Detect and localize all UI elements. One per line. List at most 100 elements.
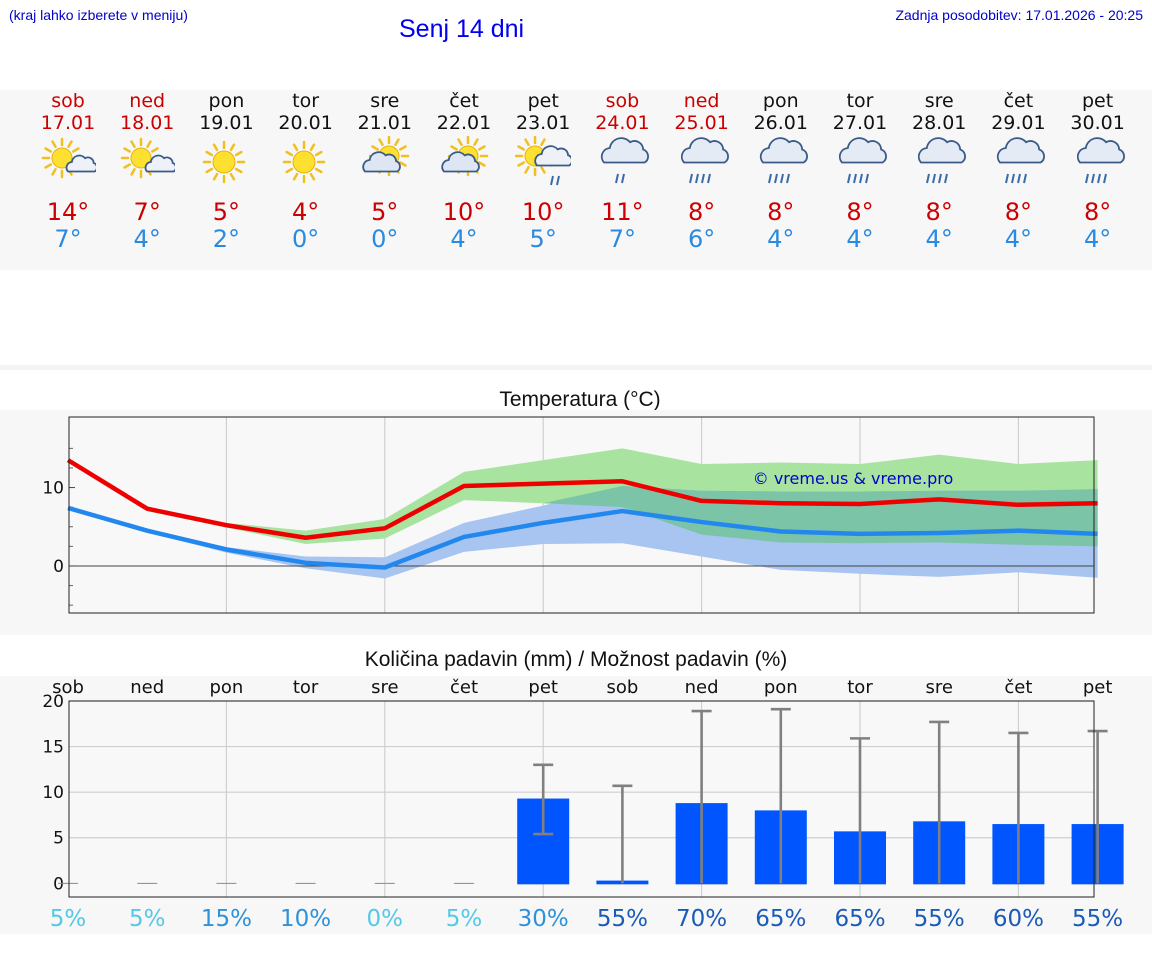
day-name: čet (1003, 90, 1034, 112)
x-day-label: tor (847, 677, 873, 698)
x-day-label: sob (606, 677, 638, 698)
cloud-heavy-rain-icon (680, 137, 729, 184)
y-tick-label: 10 (42, 783, 64, 803)
x-day-label: čet (450, 677, 478, 698)
precipitation-probability: 55% (1072, 906, 1123, 932)
min-temperature: 4° (450, 225, 478, 253)
y-tick-label: 0 (53, 557, 64, 577)
precipitation-probability: 5% (129, 906, 166, 932)
day-name: pon (762, 90, 799, 112)
day-date: 19.01 (199, 112, 254, 134)
weather-icon (997, 137, 1046, 184)
day-name: čet (449, 90, 479, 112)
precipitation-probability: 10% (280, 906, 331, 932)
max-temperature-line (66, 458, 1098, 540)
max-temperature: 5° (371, 198, 399, 226)
day-date: 21.01 (357, 112, 412, 134)
min-temperature: 2° (212, 225, 241, 253)
max-temperature: 4° (291, 198, 320, 226)
day-name: tor (292, 90, 320, 112)
x-day-label: pon (764, 677, 798, 698)
precipitation-probability: 65% (834, 906, 885, 932)
weather-icon (1076, 137, 1125, 184)
cloud-heavy-rain-icon (838, 137, 887, 184)
min-temperature: 7° (54, 225, 82, 253)
day-date: 18.01 (119, 112, 175, 134)
precipitation-probability: 55% (597, 906, 648, 932)
precipitation-probability: 70% (676, 906, 727, 932)
day-date: 28.01 (911, 112, 967, 134)
y-tick-label: 10 (42, 479, 64, 499)
precipitation-probability: 5% (446, 906, 483, 932)
weather-icon (759, 137, 808, 184)
y-tick-label: 15 (42, 738, 64, 758)
precipitation-chart-title: Količina padavin (mm) / Možnost padavin … (364, 648, 788, 671)
sun-partly-cloudy-icon (41, 137, 96, 179)
day-date: 29.01 (991, 112, 1046, 134)
sun-behind-cloud-icon (441, 136, 489, 177)
weather-icon (918, 137, 967, 184)
sun-partly-cloudy-icon (120, 137, 176, 179)
weather-icon (601, 137, 650, 184)
precipitation-probability: 5% (50, 906, 87, 932)
day-date: 24.01 (595, 112, 650, 134)
day-name: ned (683, 90, 720, 112)
min-temperature: 4° (846, 225, 874, 253)
min-temperature: 5° (529, 225, 557, 253)
max-temperature: 14° (46, 198, 90, 226)
weather-icon (362, 136, 410, 177)
weather-icon (41, 137, 96, 179)
day-name: sob (51, 90, 85, 112)
temperature-chart-title: Temperatura (°C) (499, 388, 661, 411)
max-temperature: 8° (767, 198, 795, 226)
min-temperature: 4° (925, 225, 953, 253)
max-temperature: 7° (133, 198, 161, 226)
daily-forecast-strip: sob 17.01 14° 7° ned 18.01 7° 4° pon 19.01 5° 2° tor… (0, 90, 1152, 270)
day-name: ned (129, 90, 166, 112)
min-temperature: 4° (767, 225, 795, 253)
temperature-chart-panel: 0 10 © vreme.us & vreme.pro (0, 410, 1152, 635)
precipitation-probability: 15% (201, 906, 252, 932)
x-day-label: pet (528, 677, 558, 698)
divider (0, 365, 1152, 370)
weather-icon (441, 136, 489, 177)
min-temperature: 0° (371, 225, 399, 253)
x-day-label: ned (130, 677, 164, 698)
day-name: sob (605, 90, 640, 112)
cloud-heavy-rain-icon (1076, 137, 1125, 184)
weather-icon (282, 140, 325, 184)
min-temperature: 0° (291, 225, 320, 253)
precipitation-chart-panel: 0 5 10 15 20 sob ned pon tor sre čet pet sob ned pon to… (0, 676, 1152, 934)
y-tick-label: 20 (42, 692, 64, 712)
day-date: 17.01 (40, 112, 96, 134)
plot-frame (68, 416, 1095, 614)
day-name: sre (370, 90, 400, 112)
max-temperature: 8° (925, 198, 953, 226)
max-temperature: 8° (846, 198, 874, 226)
day-date: 25.01 (674, 112, 729, 134)
precipitation-probability: 30% (518, 906, 569, 932)
weather-icon (838, 137, 887, 184)
min-temperature-line (67, 505, 1098, 570)
x-day-label: pon (209, 677, 243, 698)
day-date: 27.01 (832, 112, 888, 134)
x-day-label: tor (293, 677, 319, 698)
min-temperature: 6° (687, 225, 716, 253)
day-name: pet (527, 90, 559, 112)
max-temperature: 10° (521, 198, 565, 226)
max-temperature: 5° (212, 198, 241, 226)
max-temperature: 8° (1083, 198, 1112, 226)
day-name: pon (208, 90, 245, 112)
max-temperature: 8° (1004, 198, 1033, 226)
day-name: sre (924, 90, 954, 112)
precipitation-probability: 60% (993, 906, 1044, 932)
x-day-label: čet (1004, 677, 1032, 698)
y-tick-label: 0 (53, 874, 64, 894)
precipitation-probability: 65% (755, 906, 806, 932)
region-hint: (kraj lahko izberete v meniju) (9, 7, 188, 23)
cloud-heavy-rain-icon (759, 137, 808, 184)
min-temperature: 4° (1083, 225, 1112, 253)
day-name: tor (846, 90, 874, 112)
day-date: 22.01 (436, 112, 492, 134)
sun-icon (282, 140, 325, 184)
